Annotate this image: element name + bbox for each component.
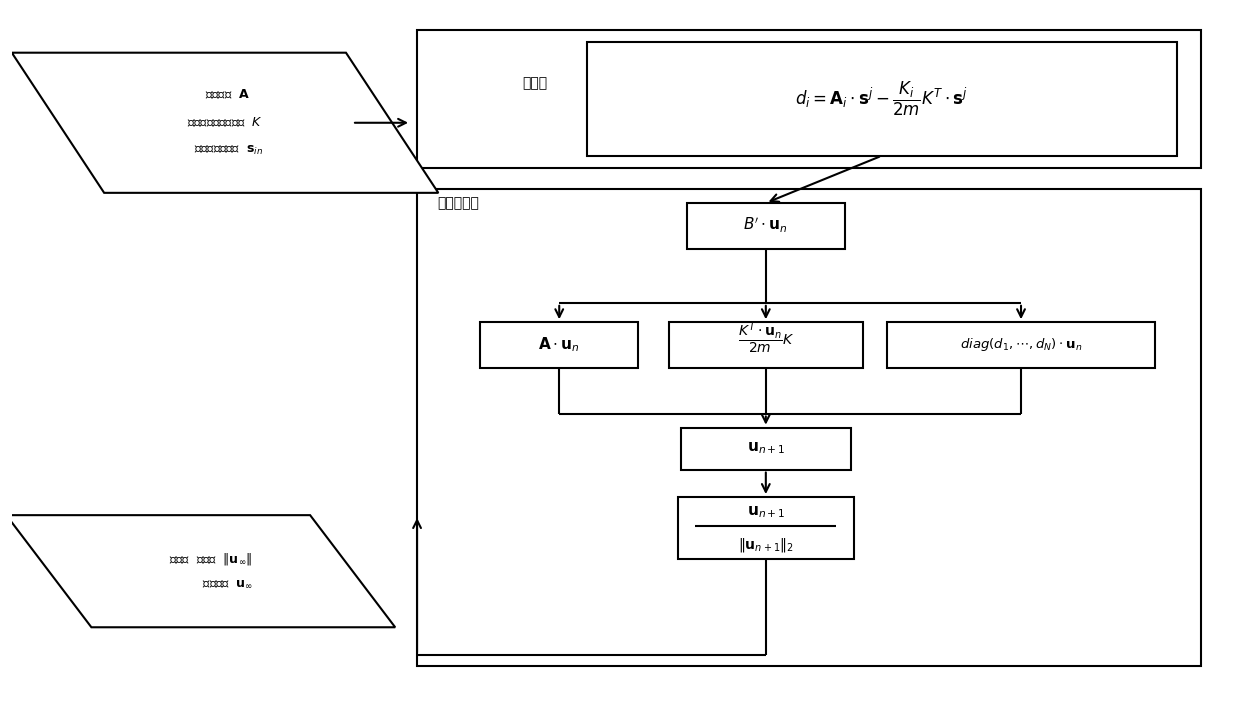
Text: 输出：  特征值  $\|\mathbf{u}_\infty\|$: 输出： 特征值 $\|\mathbf{u}_\infty\|$ — [169, 551, 252, 566]
Text: $\mathbf{u}_{n+1}$: $\mathbf{u}_{n+1}$ — [746, 440, 785, 456]
Text: 特征值计算: 特征值计算 — [438, 197, 480, 210]
Text: $\mathbf{A} \cdot \mathbf{u}_n$: $\mathbf{A} \cdot \mathbf{u}_n$ — [538, 335, 580, 354]
Bar — [417, 29, 1200, 168]
Polygon shape — [6, 515, 396, 627]
Bar — [668, 322, 863, 368]
Text: $\dfrac{K^T \cdot \mathbf{u}_n}{2m} K$: $\dfrac{K^T \cdot \mathbf{u}_n}{2m} K$ — [738, 320, 794, 355]
Bar — [588, 42, 1177, 156]
Text: 输入：各节点度向量  $K$: 输入：各节点度向量 $K$ — [187, 116, 263, 129]
Text: $diag(d_1,\cdots,d_N) \cdot \mathbf{u}_n$: $diag(d_1,\cdots,d_N) \cdot \mathbf{u}_n… — [960, 336, 1083, 353]
Bar — [417, 189, 1200, 666]
Text: 待划分区域向量  $\mathbf{s}_{in}$: 待划分区域向量 $\mathbf{s}_{in}$ — [195, 144, 263, 157]
Text: $d_i = \mathbf{A}_i \cdot \mathbf{s}^j - \dfrac{K_i}{2m} K^T \cdot \mathbf{s}^j$: $d_i = \mathbf{A}_i \cdot \mathbf{s}^j -… — [795, 80, 968, 118]
Polygon shape — [12, 53, 438, 193]
Bar — [687, 203, 844, 249]
Text: 特征向量  $\mathbf{u}_\infty$: 特征向量 $\mathbf{u}_\infty$ — [167, 576, 253, 590]
Bar — [480, 322, 639, 368]
Text: 邻接矩阵  $\mathbf{A}$: 邻接矩阵 $\mathbf{A}$ — [205, 88, 250, 102]
Text: 预处理: 预处理 — [522, 76, 548, 90]
Text: $B' \cdot \mathbf{u}_n$: $B' \cdot \mathbf{u}_n$ — [744, 216, 789, 235]
Text: $\mathbf{u}_{n+1}$: $\mathbf{u}_{n+1}$ — [746, 505, 785, 521]
Bar — [888, 322, 1154, 368]
Bar — [678, 497, 854, 558]
Text: $\|\mathbf{u}_{n+1}\|_2$: $\|\mathbf{u}_{n+1}\|_2$ — [738, 536, 794, 554]
Bar — [681, 428, 851, 470]
